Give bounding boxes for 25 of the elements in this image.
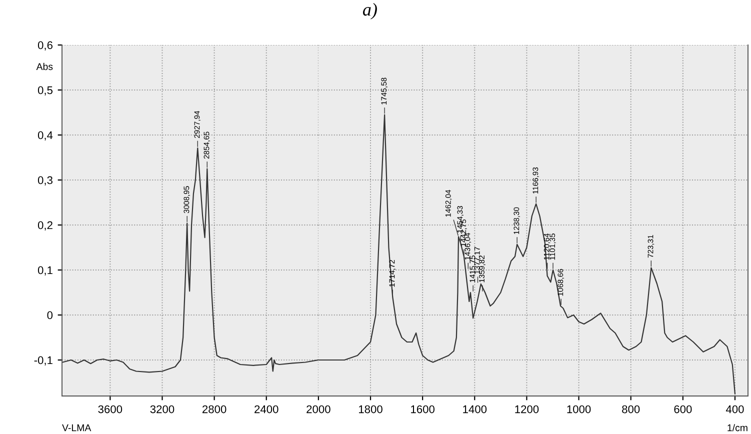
x-tick-label: 2000 <box>306 405 330 414</box>
x-tick-label: 1000 <box>567 405 591 414</box>
x-tick-label: 1200 <box>515 405 539 414</box>
x-tick-label: 400 <box>726 405 744 414</box>
x-tick-label: 1400 <box>463 405 487 414</box>
y-axis-title: Abs <box>36 62 53 70</box>
x-tick-label: 800 <box>622 405 640 414</box>
y-tick-label: -0,1 <box>34 356 52 366</box>
y-tick-label: 0,4 <box>38 131 53 140</box>
y-tick-label: 0,2 <box>38 221 52 230</box>
x-tick-label: 3200 <box>150 405 174 414</box>
y-tick-label: 0,6 <box>38 41 52 50</box>
x-tick-label: 2400 <box>254 405 278 414</box>
x-tick-label: 600 <box>674 405 692 414</box>
x-tick-label: 1600 <box>411 405 434 414</box>
text: V-LMA <box>62 424 92 432</box>
y-tick-label: 0 <box>47 311 53 320</box>
y-tick-label: 0,3 <box>38 176 52 186</box>
y-tick-label: 0,1 <box>38 266 52 276</box>
x-axis-title: 1/cm <box>728 424 748 432</box>
chart-title: a) <box>363 3 377 20</box>
x-tick-label: 3600 <box>98 405 122 414</box>
x-tick-label: 2800 <box>202 405 226 414</box>
y-tick-label: 0,5 <box>38 86 53 96</box>
x-tick-label: 1800 <box>358 405 382 414</box>
